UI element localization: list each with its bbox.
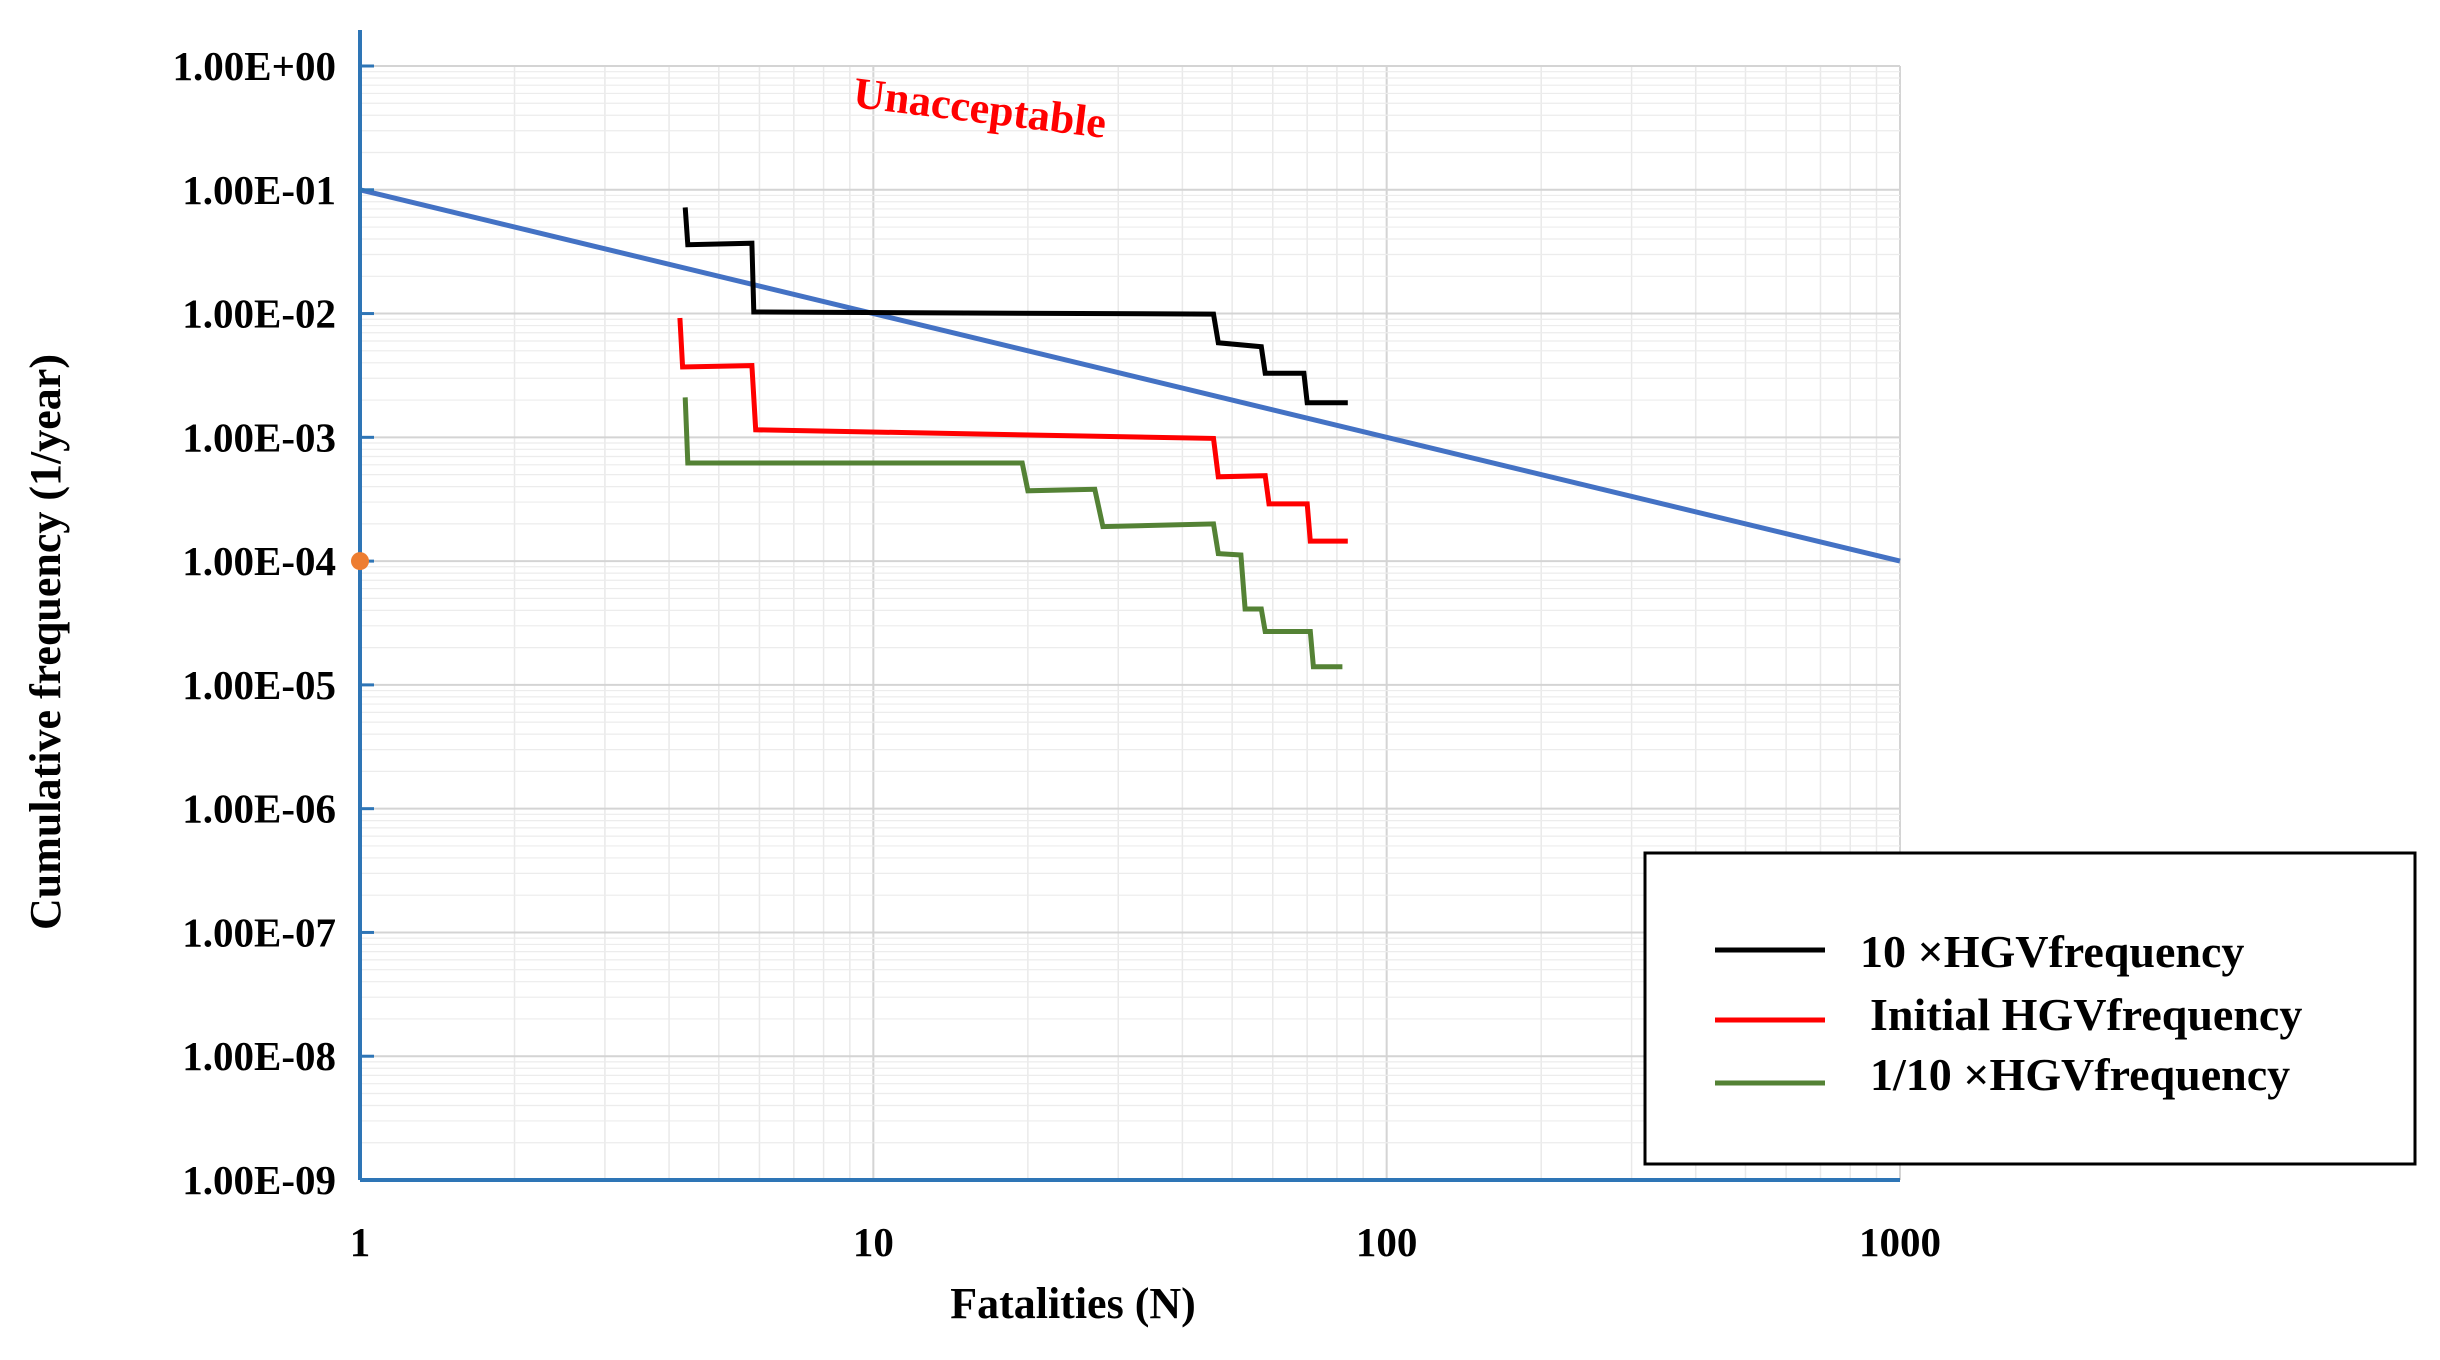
x-tick-label: 100 [1356, 1219, 1418, 1265]
y-tick-label: 1.00E-06 [182, 786, 336, 832]
criterion-line-layer [359, 187, 1901, 564]
unacceptable-region-label: Unacceptable [851, 68, 1109, 148]
y-tick-label: 1.00E-04 [182, 538, 336, 584]
axis-marker-point [351, 552, 369, 571]
series-10x-hgv-frequency [682, 207, 1348, 406]
y-axis-title: Cumulative frequency (1/year) [21, 354, 70, 930]
x-axis-title: Fatalities (N) [950, 1279, 1196, 1328]
x-tick-label: 1000 [1859, 1219, 1941, 1265]
criterion-line [359, 187, 1901, 564]
y-tick-label: 1.00E-02 [182, 291, 336, 337]
legend-label-10x: 10 ×HGVfrequency [1860, 926, 2244, 977]
legend: 10 ×HGVfrequency Initial HGVfrequency 1/… [1643, 851, 2417, 1166]
y-tick-label: 1.00E-09 [182, 1157, 336, 1203]
y-tick-label: 1.00E-08 [182, 1033, 336, 1079]
x-axis-tick-labels: 1 10 100 1000 [350, 1219, 1941, 1265]
legend-label-tenth: 1/10 ×HGVfrequency [1870, 1049, 2290, 1100]
x-tick-label: 1 [350, 1219, 371, 1265]
series-layer [677, 207, 1348, 670]
series-tenth-hgv-frequency [682, 397, 1343, 670]
legend-box [1643, 851, 2417, 1166]
y-tick-label: 1.00E-03 [182, 414, 336, 460]
y-tick-label: 1.00E-01 [182, 167, 336, 213]
y-tick-label: 1.00E+00 [173, 43, 336, 89]
y-tick-label: 1.00E-05 [182, 662, 336, 708]
y-axis-tick-labels: 1.00E+00 1.00E-01 1.00E-02 1.00E-03 1.00E-04… [173, 43, 336, 1203]
x-tick-label: 10 [853, 1219, 894, 1265]
y-tick-label: 1.00E-07 [182, 909, 336, 955]
series-initial-hgv-frequency [677, 317, 1348, 544]
legend-label-initial: Initial HGVfrequency [1870, 989, 2302, 1040]
